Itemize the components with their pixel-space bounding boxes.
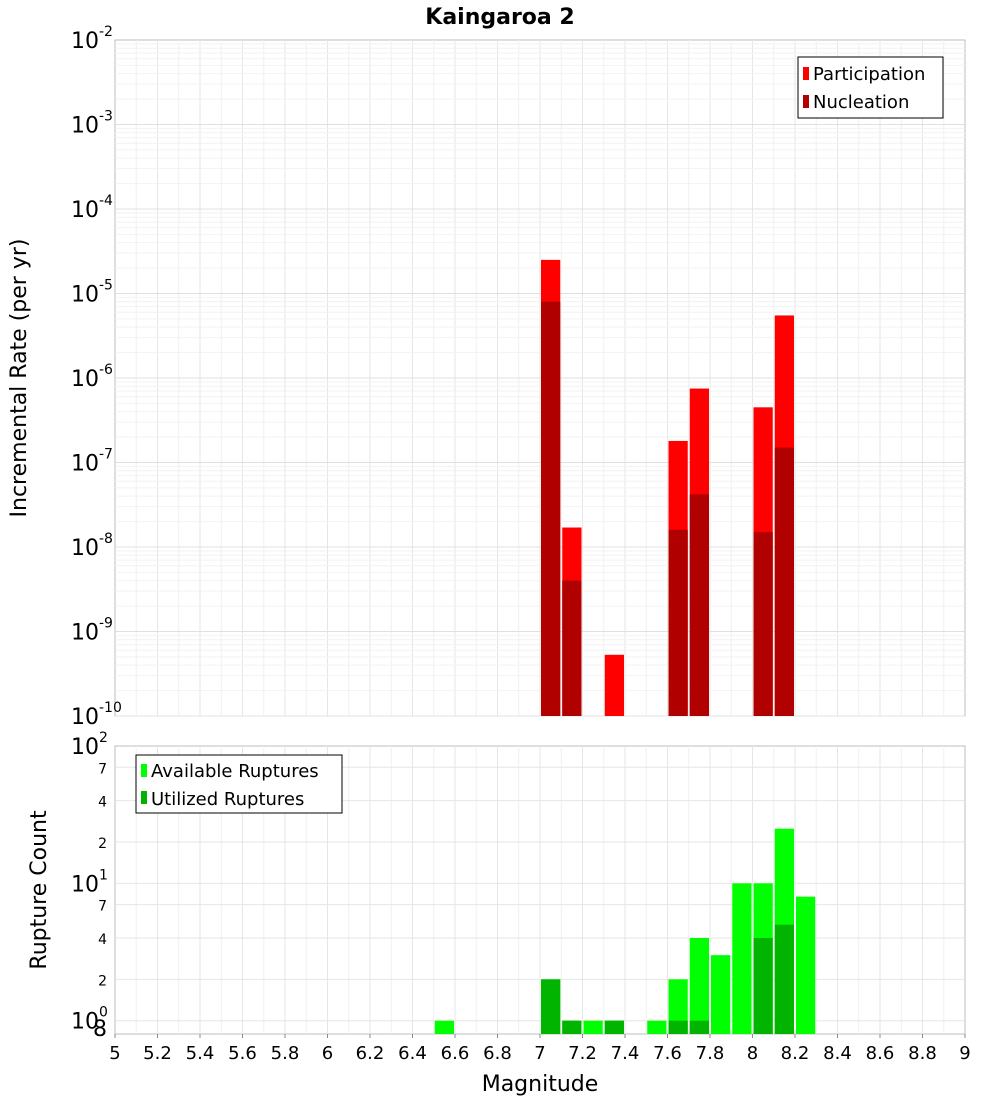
count-y-minor-tick-label: 8 — [93, 1017, 107, 1042]
rate-panel: 10-2 10-3 10-4 10-5 10-6 10-7 10-8 10-9 10-10 In… — [7, 24, 966, 730]
available-ruptures-bar — [647, 1020, 667, 1034]
rate-y-tick-label: 10-4 — [71, 193, 113, 223]
utilized-ruptures-bar — [562, 1020, 582, 1034]
utilized-ruptures-bar — [753, 938, 773, 1034]
count-y-minor-tick-label: 2 — [98, 973, 107, 989]
rate-y-tick-label: 10-9 — [71, 616, 113, 646]
x-tick-label: 8.8 — [908, 1043, 937, 1064]
rate-grid — [115, 40, 965, 717]
rate-y-tick-labels: 10-2 10-3 10-4 10-5 10-6 10-7 10-8 10-9 10-10 — [71, 24, 122, 730]
rate-y-tick-label: 10-7 — [71, 447, 113, 477]
nucleation-legend-label: Nucleation — [813, 92, 909, 113]
x-tick-label: 5.6 — [228, 1043, 257, 1064]
x-tick-label: 5.2 — [143, 1043, 172, 1064]
x-tick-label: 5.8 — [271, 1043, 300, 1064]
count-y-minor-tick-label: 7 — [98, 761, 107, 777]
count-y-minor-tick-label: 4 — [98, 795, 107, 811]
chart-title: Kaingaroa 2 — [425, 5, 574, 30]
utilized-ruptures-bar — [604, 1020, 624, 1034]
x-tick-label: 6 — [322, 1043, 333, 1064]
x-tick-label: 6.4 — [398, 1043, 427, 1064]
participation-legend-swatch — [803, 67, 809, 80]
available-ruptures-bar — [796, 896, 816, 1034]
x-tick-label: 6.6 — [441, 1043, 470, 1064]
rate-y-tick-label: 10-8 — [71, 531, 113, 561]
available-legend-swatch — [141, 764, 147, 777]
rate-bars — [541, 259, 794, 716]
available-ruptures-bar — [711, 955, 731, 1034]
x-tick-label: 7.4 — [611, 1043, 640, 1064]
count-panel: 102 101 100 7 4 2 7 4 2 8 Rupture Count 5 5.2 5.4 5.… — [27, 730, 971, 1097]
rate-y-tick-label: 10-2 — [71, 24, 113, 54]
x-tick-label: 9 — [959, 1043, 970, 1064]
rate-y-tick-label: 10-3 — [71, 109, 113, 139]
count-y-tick-label: 100 — [71, 1005, 108, 1035]
utilized-legend-label: Utilized Ruptures — [151, 789, 304, 810]
nucleation-legend-swatch — [803, 95, 809, 108]
count-bars — [434, 828, 816, 1034]
count-y-tick-labels: 102 101 100 7 4 2 7 4 2 8 — [71, 730, 108, 1042]
x-tick-label: 7.2 — [568, 1043, 597, 1064]
nucleation-bar — [541, 301, 561, 716]
utilized-ruptures-bar — [689, 1020, 709, 1034]
x-axis-label: Magnitude — [482, 1072, 599, 1097]
x-tick-labels: 5 5.2 5.4 5.6 5.8 6 6.2 6.4 6.6 6.8 7 7.2 7.4 7.6 7.8 8… — [109, 1034, 971, 1064]
rate-legend-box — [797, 56, 944, 119]
rate-y-tick-label: 10-10 — [71, 700, 122, 730]
x-tick-label: 7.6 — [653, 1043, 682, 1064]
count-legend: Available Ruptures Utilized Ruptures — [135, 754, 343, 814]
utilized-ruptures-bar — [668, 1020, 688, 1034]
x-tick-label: 8.2 — [781, 1043, 810, 1064]
utilized-ruptures-bar — [541, 979, 561, 1034]
nucleation-bar — [689, 494, 709, 716]
available-ruptures-bar — [668, 979, 688, 1034]
utilized-legend-swatch — [141, 791, 147, 804]
participation-legend-label: Participation — [813, 64, 925, 85]
participation-bar — [604, 654, 624, 716]
count-y-minor-tick-label: 4 — [98, 932, 107, 948]
x-tick-label: 7 — [534, 1043, 545, 1064]
nucleation-bar — [774, 447, 794, 716]
x-tick-label: 6.8 — [483, 1043, 512, 1064]
available-ruptures-bar — [583, 1020, 603, 1034]
utilized-ruptures-bar — [774, 924, 794, 1034]
count-legend-box — [135, 754, 343, 814]
nucleation-bar — [753, 532, 773, 716]
count-y-minor-tick-label: 7 — [98, 899, 107, 915]
available-ruptures-bar — [689, 938, 709, 1034]
x-tick-label: 8.4 — [823, 1043, 852, 1064]
x-tick-label: 7.8 — [696, 1043, 725, 1064]
nucleation-bar — [668, 529, 688, 716]
count-y-tick-label: 102 — [71, 730, 108, 760]
available-ruptures-bar — [732, 883, 752, 1034]
count-y-tick-label: 101 — [71, 867, 108, 897]
rate-y-tick-label: 10-5 — [71, 278, 113, 308]
x-tick-label: 6.2 — [356, 1043, 385, 1064]
x-tick-label: 8 — [747, 1043, 758, 1064]
available-ruptures-bar — [434, 1020, 454, 1034]
rate-y-axis-label: Incremental Rate (per yr) — [7, 239, 32, 518]
available-legend-label: Available Ruptures — [151, 761, 319, 782]
x-tick-label: 5 — [109, 1043, 120, 1064]
x-tick-label: 5.4 — [186, 1043, 215, 1064]
count-y-axis-label: Rupture Count — [27, 810, 52, 970]
rate-y-tick-label: 10-6 — [71, 362, 113, 392]
nucleation-bar — [562, 580, 582, 716]
count-y-minor-tick-label: 2 — [98, 836, 107, 852]
rate-legend: Participation Nucleation — [797, 56, 944, 119]
x-tick-label: 8.6 — [866, 1043, 895, 1064]
